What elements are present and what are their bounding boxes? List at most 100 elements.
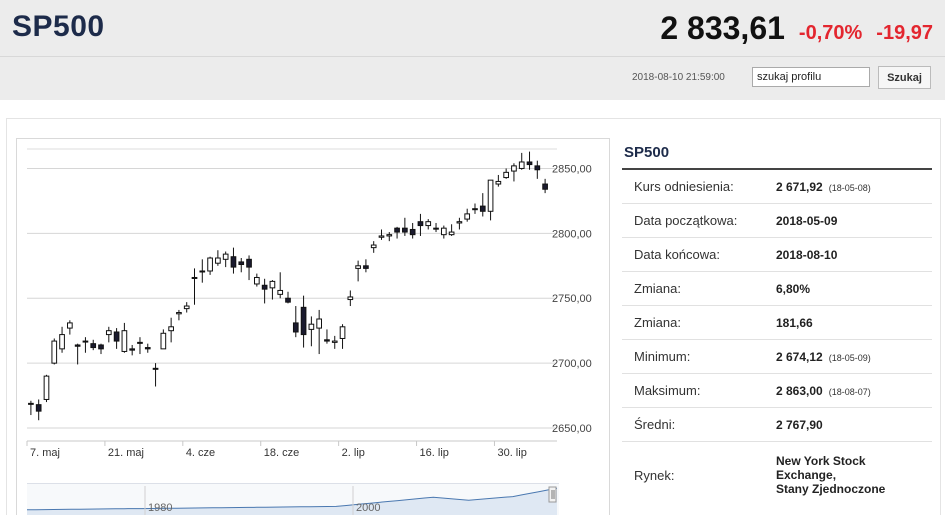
info-label: Maksimum:: [634, 383, 701, 398]
candle-up: [331, 340, 338, 343]
info-title: SP500: [622, 138, 932, 170]
candle-down: [261, 284, 268, 290]
info-label: Zmiana:: [634, 315, 681, 330]
navigator-label: 1980: [148, 502, 172, 514]
candle-down: [526, 161, 533, 166]
candlestick-chart-svg[interactable]: 2650,00 2700,00 2750,00 2800,00 2850,00 7. ma…: [17, 139, 609, 515]
market-line: New York Stock: [776, 454, 866, 468]
candle-down: [285, 297, 291, 303]
page-title: SP500: [12, 10, 105, 43]
candle-up: [433, 227, 439, 230]
candle-down: [292, 322, 299, 333]
candle-up: [308, 323, 315, 330]
x-tick-label: 18. cze: [264, 447, 299, 459]
price-chart[interactable]: 2650,00 2700,00 2750,00 2800,00 2850,00 7. ma…: [16, 138, 610, 515]
info-label: Średni:: [634, 417, 676, 432]
candle-up: [43, 375, 50, 400]
info-value-text: 181,66: [776, 315, 813, 330]
candle-up: [222, 253, 229, 260]
last-price: 2 833,61: [660, 10, 785, 46]
candle-down: [300, 306, 307, 336]
candle-up: [121, 330, 128, 352]
quote-timestamp: 2018-08-10 21:59:00: [632, 72, 725, 83]
x-tick-label: 2. lip: [342, 447, 365, 459]
navigator-area: [27, 488, 557, 515]
candle-down: [90, 343, 97, 349]
candle-down: [409, 228, 416, 236]
info-row: Zmiana: 181,66: [622, 306, 932, 340]
candle-up: [378, 235, 385, 238]
info-label: Data początkowa:: [634, 213, 738, 228]
info-value-text: 2 767,90: [776, 417, 823, 432]
y-tick-label: 2650,00: [552, 423, 592, 435]
candle-down: [479, 205, 486, 212]
candle-up: [152, 367, 159, 370]
candle-down: [534, 165, 541, 171]
page-header: SP500 2 833,61 -0,70% -19,97 2018-08-10 …: [0, 0, 945, 100]
candle-up: [28, 402, 34, 405]
candle-up: [191, 276, 198, 279]
info-row: Data początkowa: 2018-05-09: [622, 204, 932, 238]
candle-up: [183, 305, 190, 310]
info-row: Maksimum: 2 863,00 (18-08-07): [622, 374, 932, 408]
candle-up: [105, 330, 112, 336]
info-row: Średni: 2 767,90: [622, 408, 932, 442]
candle-up: [316, 318, 323, 329]
x-tick-label: 16. lip: [420, 447, 449, 459]
candle-up: [207, 257, 213, 272]
candle-down: [129, 348, 136, 351]
y-tick-label: 2800,00: [552, 228, 592, 240]
candle-up: [503, 171, 509, 179]
candle-down: [238, 261, 245, 266]
info-value: 2 671,92 (18-05-08): [776, 180, 871, 194]
candle-up: [168, 326, 174, 332]
candle-down: [74, 344, 81, 347]
candle-up: [253, 276, 260, 285]
x-tick-label: 21. maj: [108, 447, 144, 459]
info-row: Kurs odniesienia: 2 671,92 (18-05-08): [622, 170, 932, 204]
candle-up: [215, 257, 221, 264]
candle-down: [402, 227, 408, 233]
candle-down: [230, 256, 237, 268]
info-label: Zmiana:: [634, 281, 681, 296]
info-value-date: (18-08-07): [828, 386, 871, 397]
candle-up: [277, 289, 284, 295]
change-percent: -0,70%: [798, 22, 863, 44]
info-value: 2 767,90: [776, 418, 823, 432]
candle-down: [246, 258, 252, 268]
candle-down: [98, 344, 104, 350]
info-label: Rynek:: [634, 467, 675, 483]
y-tick-label: 2750,00: [552, 293, 592, 305]
candle-up: [347, 296, 354, 301]
candle-down: [363, 265, 369, 269]
info-row: Zmiana: 6,80%: [622, 272, 932, 306]
candle-up: [160, 332, 167, 350]
info-value-text: 2 674,12: [776, 349, 823, 364]
info-value: 2 863,00 (18-08-07): [776, 384, 871, 398]
info-value-market: New York Stock Exchange, Stany Zjednoczo…: [776, 454, 885, 496]
quote-summary: 2 833,61 -0,70% -19,97: [660, 10, 933, 47]
candle-up: [518, 161, 525, 169]
y-tick-label: 2700,00: [552, 358, 592, 370]
candle-down: [35, 404, 42, 412]
candle-up: [137, 341, 143, 344]
search-button[interactable]: Szukaj: [878, 66, 931, 89]
info-value: 181,66: [776, 316, 813, 330]
candle-up: [495, 180, 502, 185]
candle-down: [113, 331, 120, 342]
candle-down: [417, 221, 424, 227]
info-value: 6,80%: [776, 282, 810, 296]
x-tick-label: 7. maj: [30, 447, 60, 459]
info-value-text: 2 671,92: [776, 179, 823, 194]
info-value: 2018-05-09: [776, 214, 837, 228]
info-label: Kurs odniesienia:: [634, 179, 734, 194]
info-value-date: (18-05-08): [828, 182, 871, 193]
info-label: Data końcowa:: [634, 247, 720, 262]
market-line: Exchange,: [776, 468, 837, 482]
info-row: Data końcowa: 2018-08-10: [622, 238, 932, 272]
info-value-date: (18-05-09): [828, 352, 871, 363]
profile-search-input[interactable]: [752, 67, 870, 87]
info-table: Kurs odniesienia: 2 671,92 (18-05-08) Data …: [622, 170, 932, 442]
header-divider: [0, 56, 945, 57]
market-line: Stany Zjednoczone: [776, 482, 886, 496]
